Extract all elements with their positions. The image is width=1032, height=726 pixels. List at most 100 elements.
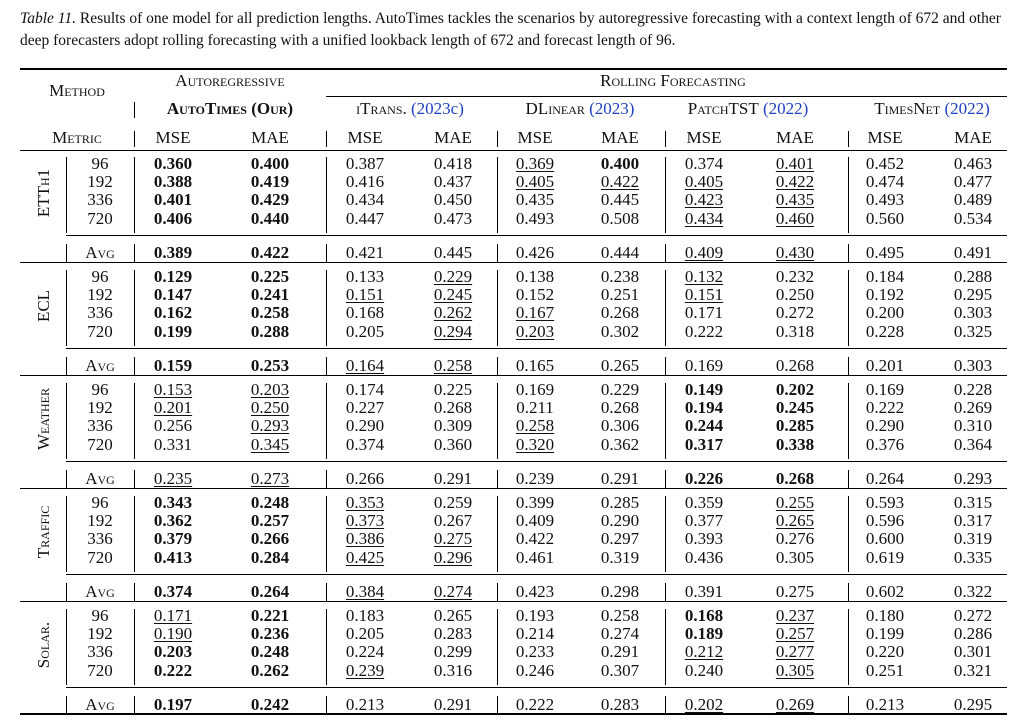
avg-separator [66,357,67,375]
table-cell: 0.147 [153,285,193,305]
horizon-label: 336 [87,416,113,436]
dataset-label: Traffic [34,505,53,559]
table-cell: 0.400 [250,154,290,173]
table-cell: 0.508 [600,208,640,228]
table-cell: 0.257 [775,624,815,644]
table-cell: 0.239 [345,660,385,680]
autoregressive-header: Autoregressive [175,71,285,90]
table-cell: 0.425 [345,547,385,567]
table-cell: 0.493 [515,208,555,228]
model-autotimes-name: AutoTimes (Our) [166,99,294,118]
horizon-label: 96 [91,267,109,286]
horizon-label: 336 [87,642,113,662]
method-header: Method [49,81,105,100]
avg-cell: 0.445 [433,243,473,262]
column-separator [665,383,666,459]
table-cell: 0.184 [865,267,905,286]
table-cell: 0.353 [345,493,385,512]
table-cell: 0.440 [250,208,290,228]
avg-column-separator [665,696,666,714]
table-cell: 0.434 [345,190,385,210]
table-cell: 0.225 [250,267,290,286]
column-separator [497,609,498,685]
table-cell: 0.436 [684,547,724,567]
table-cell: 0.245 [433,285,473,305]
caption-text: Results of one model for all prediction … [20,10,1001,49]
avg-cell: 0.213 [345,695,385,714]
table-cell: 0.387 [345,154,385,173]
table-cell: 0.203 [250,380,290,399]
table-cell: 0.285 [775,416,815,436]
table-cell: 0.169 [515,380,555,399]
table-cell: 0.174 [345,380,385,399]
table-cell: 0.369 [515,154,555,173]
table-cell: 0.345 [250,434,290,454]
table-cell: 0.303 [953,303,993,323]
table-cell: 0.229 [600,380,640,399]
avg-column-separator [497,583,498,601]
column-separator [134,157,135,233]
table-cell: 0.296 [433,547,473,567]
table-cell: 0.461 [515,547,555,567]
avg-column-separator [848,583,849,601]
table-cell: 0.214 [515,624,555,644]
avg-column-separator [848,696,849,714]
table-cell: 0.422 [515,529,555,549]
table-cell: 0.192 [865,285,905,305]
avg-cell: 0.491 [953,243,993,262]
table-cell: 0.211 [516,398,554,418]
dataset-rule [20,375,1007,376]
model-dlinear-cite[interactable]: (2023) [589,99,635,118]
table-cell: 0.251 [865,660,905,680]
bottom-rule [20,713,1007,715]
column-separator [848,383,849,459]
table-cell: 0.224 [345,642,385,662]
column-separator [134,383,135,459]
table-cell: 0.250 [775,285,815,305]
avg-cell: 0.266 [345,469,385,488]
table-cell: 0.256 [153,416,193,436]
avg-column-separator [497,696,498,714]
avg-column-separator [134,583,135,601]
table-cell: 0.460 [775,208,815,228]
avg-cell: 0.422 [250,243,290,262]
avg-cell: 0.384 [345,582,385,601]
table-cell: 0.259 [433,493,473,512]
table-cell: 0.447 [345,208,385,228]
header-separator [134,102,135,118]
avg-column-separator [497,470,498,488]
table-cell: 0.268 [433,398,473,418]
table-cell: 0.290 [600,511,640,531]
model-itrans-cite[interactable]: (2023c) [411,99,464,118]
avg-cell: 0.291 [433,469,473,488]
table-cell: 0.290 [345,416,385,436]
table-cell: 0.320 [515,434,555,454]
table-cell: 0.413 [153,547,193,567]
avg-column-separator [497,357,498,375]
table-cell: 0.220 [865,642,905,662]
model-itrans-header: iTrans. (2023c) [356,100,464,118]
rolling-forecasting-header: Rolling Forecasting [600,71,746,90]
model-timesnet-cite[interactable]: (2022) [944,99,990,118]
avg-cell: 0.426 [515,243,555,262]
table-cell: 0.268 [600,398,640,418]
table-cell: 0.241 [250,285,290,305]
avg-cell: 0.283 [600,695,640,714]
table-cell: 0.307 [600,660,640,680]
table-cell: 0.265 [775,511,815,531]
avg-cell: 0.495 [865,243,905,262]
table-cell: 0.233 [515,642,555,662]
table-cell: 0.171 [684,303,724,323]
model-patchtst-cite[interactable]: (2022) [762,99,809,118]
avg-column-separator [326,244,327,262]
model-autotimes-header: AutoTimes (Our) [167,100,293,118]
model-timesnet-name: TimesNet [874,99,941,118]
table-cell: 0.299 [433,642,473,662]
avg-label: Avg [85,356,115,375]
column-separator [848,609,849,685]
avg-cell: 0.322 [953,582,993,601]
table-cell: 0.422 [600,172,640,192]
table-cell: 0.318 [775,321,815,341]
caption-label: Table 11. [20,10,76,27]
table-cell: 0.138 [515,267,555,286]
